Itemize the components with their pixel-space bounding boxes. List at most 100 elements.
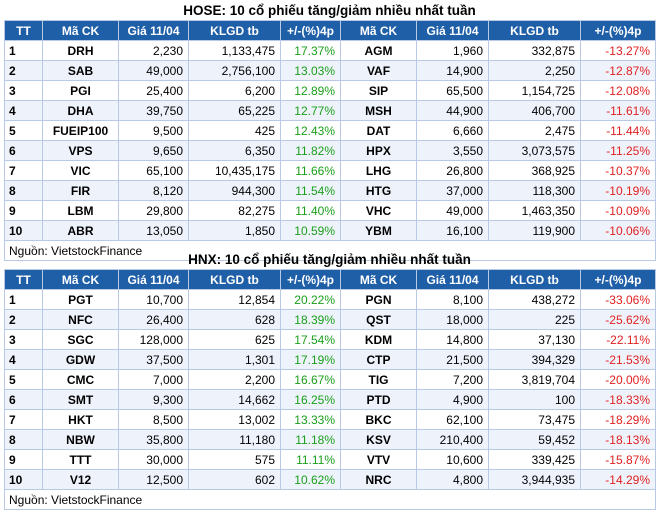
gainer-volume: 1,850 [188,220,281,241]
col-volume-up: KLGD tb [188,269,281,290]
loser-volume: 3,819,704 [488,369,581,390]
loser-volume: 100 [488,389,581,410]
loser-code: KDM [340,329,417,350]
gainer-change: 17.37% [280,40,341,61]
loser-change: -10.37% [580,160,656,181]
gainer-change: 12.43% [280,120,341,141]
loser-change: -11.25% [580,140,656,161]
gainer-code: GDW [42,349,119,370]
loser-change: -10.19% [580,180,656,201]
loser-price: 65,500 [416,80,489,101]
gainer-change: 11.54% [280,180,341,201]
gainer-price: 25,400 [118,80,189,101]
gainer-code: CMC [42,369,119,390]
hnx-section: HNX: 10 cổ phiếu tăng/giảm nhiều nhất tu… [0,251,659,510]
loser-price: 3,550 [416,140,489,161]
loser-price: 37,000 [416,180,489,201]
gainer-price: 8,500 [118,409,189,430]
gainer-volume: 6,200 [188,80,281,101]
loser-code: VAF [340,60,417,81]
table-row: 1 DRH 2,230 1,133,475 17.37% AGM 1,960 332,875-… [4,40,656,61]
gainer-volume: 14,662 [188,389,281,410]
col-change-down: +/-(%)4p [580,20,656,41]
row-number: 10 [4,220,43,241]
row-number: 8 [4,429,43,450]
col-code-up: Mã CK [42,269,119,290]
gainer-code: DHA [42,100,119,121]
table-row: 3 PGI 25,400 6,200 12.89% SIP 65,500 1,154,725-… [4,80,656,101]
loser-change: -25.62% [580,309,656,330]
gainer-volume: 65,225 [188,100,281,121]
gainer-volume: 2,756,100 [188,60,281,81]
table-row: 3 SGC 128,000 625 17.54% KDM 14,800 37,130 -22.1… [4,329,656,350]
loser-price: 21,500 [416,349,489,370]
loser-volume: 73,475 [488,409,581,430]
loser-price: 8,100 [416,289,489,310]
table-row: 4 DHA 39,750 65,225 12.77% MSH 44,900 406,700 -1… [4,100,656,121]
loser-code: VHC [340,200,417,221]
loser-code: AGM [340,40,417,61]
row-number: 9 [4,449,43,470]
loser-change: -18.13% [580,429,656,450]
loser-price: 210,400 [416,429,489,450]
gainer-change: 13.33% [280,409,341,430]
loser-price: 10,600 [416,449,489,470]
loser-volume: 59,452 [488,429,581,450]
row-number: 7 [4,160,43,181]
loser-code: HPX [340,140,417,161]
table-row: 1 PGT 10,700 12,854 20.22% PGN 8,100 438,272 -33… [4,289,656,310]
table-row: 10 ABR 13,050 1,850 10.59% YBM 16,100 119,900 -1… [4,220,656,241]
col-code-down: Mã CK [340,269,417,290]
hose-section: HOSE: 10 cổ phiếu tăng/giảm nhiều nhất t… [0,2,659,261]
row-number: 4 [4,100,43,121]
gainer-price: 37,500 [118,349,189,370]
col-tt: TT [4,269,43,290]
row-number: 3 [4,329,43,350]
gainer-change: 11.40% [280,200,341,221]
gainer-price: 2,230 [118,40,189,61]
gainer-change: 18.39% [280,309,341,330]
gainer-price: 9,650 [118,140,189,161]
loser-code: DAT [340,120,417,141]
gainer-code: PGT [42,289,119,310]
row-number: 3 [4,80,43,101]
hose-table: TT Mã CK Giá 11/04 KLGD tb +/-(%)4p Mã C… [4,20,656,261]
gainer-price: 29,800 [118,200,189,221]
loser-code: TIG [340,369,417,390]
row-number: 2 [4,309,43,330]
gainer-price: 9,500 [118,120,189,141]
gainer-change: 10.62% [280,469,341,490]
table-row: 7 VIC 65,100 10,435,175 11.66% LHG 26,800 368,9… [4,160,656,181]
loser-code: BKC [340,409,417,430]
loser-volume: 118,300 [488,180,581,201]
gainer-volume: 10,435,175 [188,160,281,181]
gainer-price: 12,500 [118,469,189,490]
col-price-up: Giá 11/04 [118,20,189,41]
gainer-code: FIR [42,180,119,201]
gainer-price: 10,700 [118,289,189,310]
loser-code: NRC [340,469,417,490]
loser-code: QST [340,309,417,330]
loser-code: CTP [340,349,417,370]
gainer-change: 16.67% [280,369,341,390]
gainer-change: 16.25% [280,389,341,410]
gainer-price: 35,800 [118,429,189,450]
gainer-price: 30,000 [118,449,189,470]
loser-change: -12.87% [580,60,656,81]
gainer-volume: 6,350 [188,140,281,161]
table-row: 9 LBM 29,800 82,275 11.40% VHC 49,000 1,463,350… [4,200,656,221]
gainer-volume: 1,301 [188,349,281,370]
hose-header-row: TT Mã CK Giá 11/04 KLGD tb +/-(%)4p Mã C… [4,20,656,41]
loser-change: -21.53% [580,349,656,370]
gainer-change: 10.59% [280,220,341,241]
table-row: 2 NFC 26,400 628 18.39% QST 18,000 225 -25.62% [4,309,656,330]
gainer-change: 12.89% [280,80,341,101]
gainer-price: 8,120 [118,180,189,201]
row-number: 1 [4,40,43,61]
col-price-up: Giá 11/04 [118,269,189,290]
gainer-code: FUEIP100 [42,120,119,141]
loser-price: 6,660 [416,120,489,141]
loser-change: -20.00% [580,369,656,390]
gainer-code: NBW [42,429,119,450]
gainer-volume: 11,180 [188,429,281,450]
